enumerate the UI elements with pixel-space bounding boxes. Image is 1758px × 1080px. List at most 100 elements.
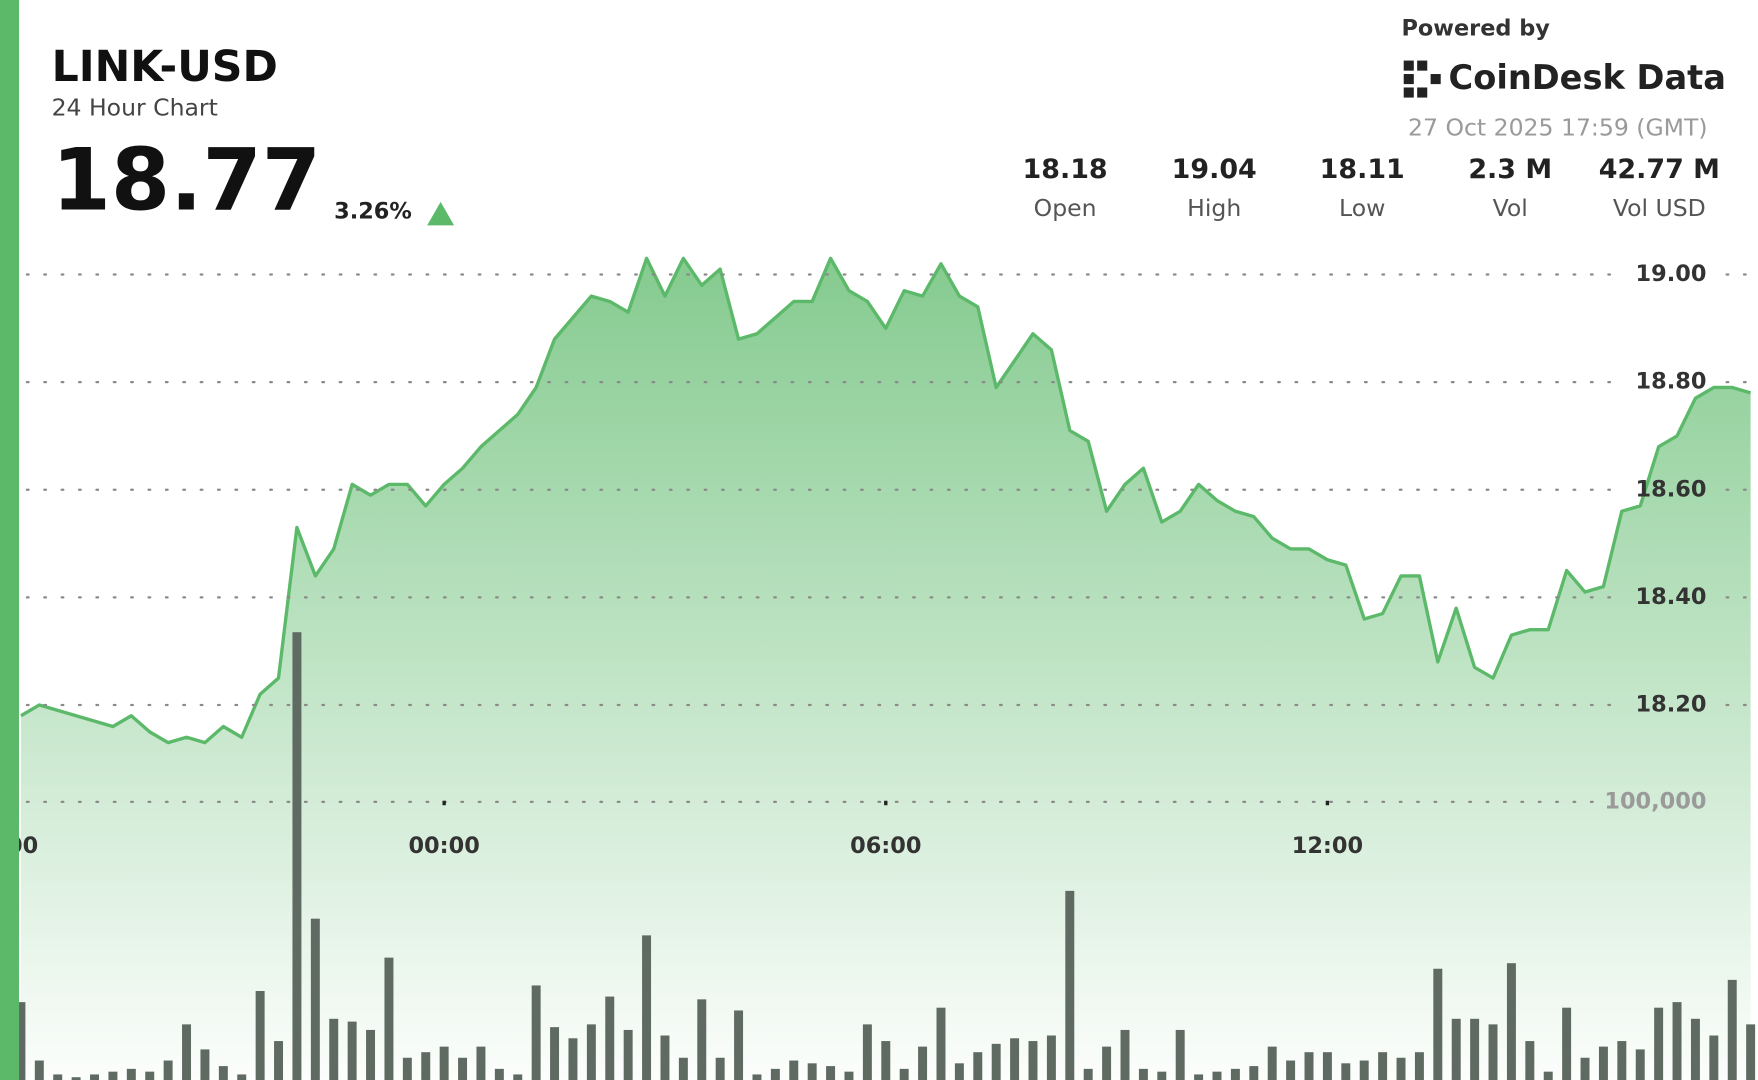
brand-logo (1403, 60, 1441, 98)
volume-bar (310, 918, 320, 1080)
volume-bar (53, 1074, 63, 1080)
volume-bar (642, 935, 652, 1080)
stat-label: High (1187, 194, 1241, 222)
volume-bar (255, 990, 265, 1080)
volume-bar (844, 1071, 854, 1080)
volume-bar (826, 1066, 836, 1080)
brand: CoinDesk Data (1449, 58, 1726, 97)
volume-bar (1286, 1060, 1296, 1080)
volume-bar (513, 1074, 523, 1080)
volume-bar (1654, 1007, 1664, 1080)
volume-bar (1304, 1052, 1314, 1080)
y-tick-label: 18.80 (1636, 369, 1707, 395)
volume-bar (1690, 1018, 1700, 1080)
volume-bar (1028, 1041, 1038, 1080)
volume-bar (936, 1007, 946, 1080)
volume-bar (1249, 1066, 1259, 1080)
volume-bar (1727, 979, 1737, 1080)
volume-bar (163, 1060, 173, 1080)
volume-bar (697, 999, 707, 1080)
volume-bar (954, 1063, 964, 1080)
volume-bar (973, 1052, 983, 1080)
volume-bar (90, 1074, 100, 1080)
stat-label: Open (1034, 194, 1097, 222)
volume-bar (237, 1074, 247, 1080)
volume-bar (1010, 1038, 1020, 1080)
y-tick-label: 18.60 (1636, 476, 1707, 502)
x-tick-label: 06:00 (850, 833, 921, 859)
volume-bar (494, 1068, 504, 1080)
volume-bar (329, 1018, 339, 1080)
volume-bar (1230, 1068, 1240, 1080)
volume-bar (1157, 1071, 1167, 1080)
volume-bar (752, 1074, 762, 1080)
volume-bar (402, 1057, 412, 1080)
volume-bar (1488, 1024, 1498, 1080)
volume-bar (182, 1024, 192, 1080)
stat-value: 18.18 (1023, 154, 1108, 185)
volume-bar (71, 1077, 81, 1080)
volume-bar (881, 1041, 891, 1080)
symbol: LINK-USD (52, 42, 278, 92)
volume-bar (1138, 1068, 1148, 1080)
volume-bar (1046, 1035, 1056, 1080)
volume-bar (807, 1063, 817, 1080)
volume-bar (1378, 1052, 1388, 1080)
volume-bar (1543, 1071, 1553, 1080)
volume-bar (34, 1060, 44, 1080)
y-tick-label: 19.00 (1636, 261, 1707, 287)
volume-bar (770, 1068, 780, 1080)
volume-bar (1322, 1052, 1332, 1080)
volume-bar (1102, 1046, 1112, 1080)
volume-bar (1580, 1057, 1590, 1080)
volume-bar (366, 1029, 376, 1080)
volume-bar (1267, 1046, 1277, 1080)
volume-bar (1470, 1018, 1480, 1080)
volume-bar (1083, 1068, 1093, 1080)
volume-bar (660, 1035, 670, 1080)
volume-bar (347, 1021, 357, 1080)
volume-bar (605, 996, 615, 1080)
volume-bar (715, 1057, 725, 1080)
x-tick-label: 00:00 (408, 833, 479, 859)
header-bg (20, 0, 1758, 238)
volume-bar (1065, 890, 1075, 1080)
stat-value: 42.77 M (1599, 154, 1720, 185)
volume-bar (623, 1029, 633, 1080)
volume-bar (1598, 1046, 1608, 1080)
volume-bar (531, 985, 541, 1080)
stat-value: 19.04 (1172, 154, 1257, 185)
volume-bar (1746, 1024, 1756, 1080)
stat-label: Vol USD (1613, 194, 1706, 222)
subtitle: 24 Hour Chart (52, 93, 218, 121)
volume-bar (1175, 1029, 1185, 1080)
y-tick-label: 18.20 (1636, 692, 1707, 718)
timestamp: 27 Oct 2025 17:59 (GMT) (1408, 113, 1707, 141)
volume-bar (218, 1066, 228, 1080)
price-area (20, 258, 1751, 1080)
volume-bar (862, 1024, 872, 1080)
volume-bar (1433, 968, 1443, 1080)
y-tick-label: 18.40 (1636, 584, 1707, 610)
volume-bar (586, 1024, 596, 1080)
volume-bar (789, 1060, 799, 1080)
volume-bar (108, 1071, 118, 1080)
y2-tick-label: 100,000 (1604, 788, 1706, 814)
volume-bar (1396, 1057, 1406, 1080)
price: 18.77 (52, 132, 322, 231)
volume-bar (550, 1027, 560, 1080)
stat-label: Vol (1493, 194, 1528, 222)
volume-bar (1194, 1074, 1204, 1080)
up-arrow (427, 201, 455, 226)
volume-bar (384, 957, 394, 1080)
volume-bar (421, 1052, 431, 1080)
volume-bar (126, 1068, 136, 1080)
stat-value: 18.11 (1320, 154, 1405, 185)
volume-bar (476, 1046, 486, 1080)
volume-bar (200, 1049, 210, 1080)
volume-bar (1672, 1002, 1682, 1080)
volume-bar (1525, 1041, 1535, 1080)
volume-bar (145, 1071, 155, 1080)
